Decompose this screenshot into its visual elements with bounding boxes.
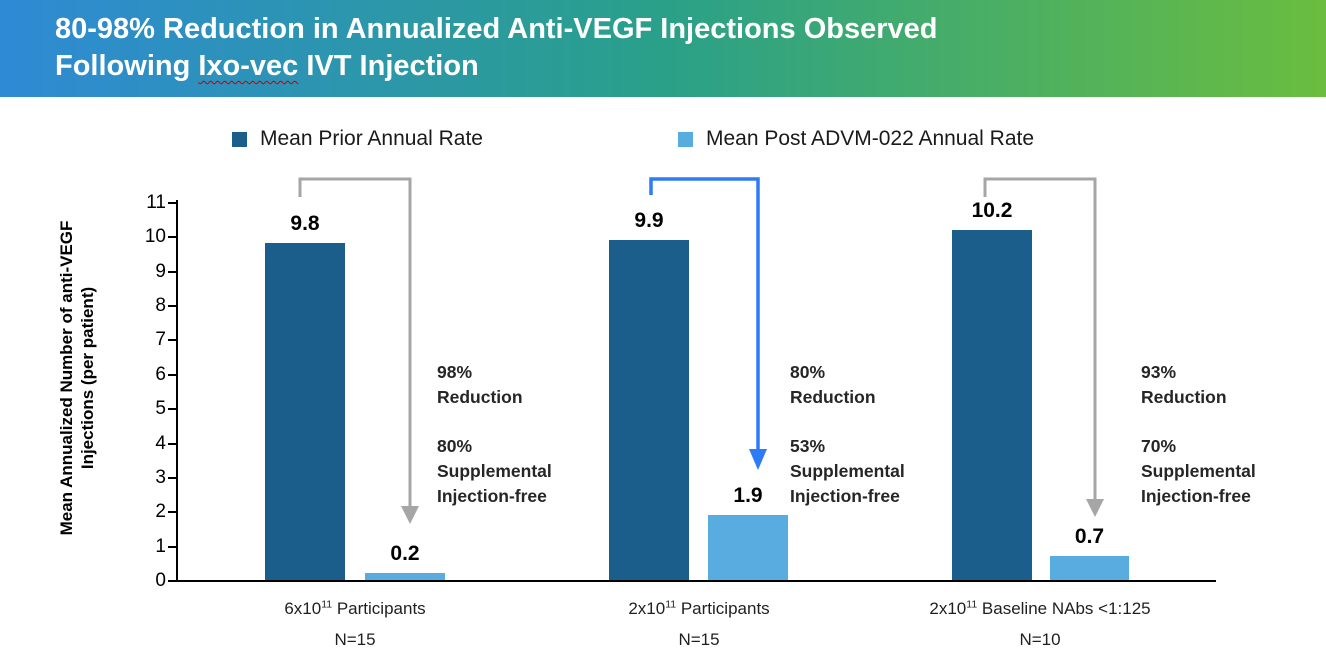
- category-base: 2x10: [929, 599, 967, 618]
- legend-swatch-prior-icon: [232, 131, 247, 147]
- reduction-word: Reduction: [790, 387, 876, 407]
- arrowhead-down-icon: [1086, 499, 1104, 517]
- category-rest: Participants: [332, 599, 426, 618]
- category-rest: Participants: [676, 599, 770, 618]
- supplemental-word2: Injection-free: [1141, 486, 1251, 506]
- slide-title-line2: Following Ixo-vec IVT Injection: [55, 48, 1306, 85]
- bar-group2-prior: 9.9: [609, 209, 689, 580]
- x-axis-label-group1: 6x1011 Participants N=15: [185, 599, 525, 650]
- y-axis-tick-labels: 11 10 9 8 7 6 5 4 3 2 1 0: [118, 191, 166, 592]
- reduction-word: Reduction: [1141, 387, 1227, 407]
- y-tick-label: 2: [155, 501, 166, 523]
- bar-prior: [265, 243, 345, 580]
- y-axis-title-line1: Mean Annualized Number of anti-VEGF: [57, 220, 76, 536]
- arrowhead-down-icon: [401, 506, 419, 524]
- supplemental-word1: Supplemental: [1141, 461, 1256, 481]
- sample-size-label: N=15: [678, 630, 720, 649]
- annotation-supplemental-group1: 80% Supplemental Injection-free: [437, 434, 552, 509]
- category-superscript: 11: [321, 598, 333, 611]
- bar-group1-prior: 9.8: [265, 212, 345, 580]
- reduction-pct: 93%: [1141, 362, 1177, 382]
- y-tick-label: 3: [155, 466, 166, 488]
- sample-size-label: N=10: [1019, 630, 1061, 649]
- sample-size-label: N=15: [334, 630, 376, 649]
- bar-value-label: 1.9: [733, 483, 763, 507]
- category-rest: Baseline NAbs <1:125: [977, 599, 1151, 618]
- y-tick-label: 9: [155, 260, 166, 282]
- bar-value-label: 9.8: [290, 212, 320, 236]
- category-label: 6x1011 Participants: [185, 599, 525, 619]
- legend-item-prior: Mean Prior Annual Rate: [232, 127, 483, 151]
- legend-label-prior: Mean Prior Annual Rate: [260, 127, 483, 150]
- annotation-reduction-group2: 80% Reduction: [790, 360, 876, 410]
- reduction-pct: 98%: [437, 362, 473, 382]
- title-misspelled-word: Ixo-vec: [198, 50, 299, 82]
- y-tick-label: 4: [155, 432, 166, 454]
- slide-header: 80-98% Reduction in Annualized Anti-VEGF…: [0, 0, 1326, 97]
- annotation-reduction-group1: 98% Reduction: [437, 360, 523, 410]
- y-tick-label: 7: [155, 329, 166, 351]
- supplemental-word2: Injection-free: [790, 486, 900, 506]
- bar-group2-post: 1.9: [708, 484, 788, 580]
- legend-swatch-post-icon: [678, 131, 693, 147]
- y-tick-label: 6: [155, 363, 166, 385]
- title-line2-after: IVT Injection: [298, 50, 479, 82]
- annotation-supplemental-group3: 70% Supplemental Injection-free: [1141, 434, 1256, 509]
- category-superscript: 11: [665, 598, 677, 611]
- x-axis-label-group2: 2x1011 Participants N=15: [529, 599, 869, 650]
- slide-title-line1: 80-98% Reduction in Annualized Anti-VEGF…: [55, 13, 938, 45]
- y-axis-title: Mean Annualized Number of anti-VEGF Inje…: [56, 178, 100, 578]
- bar-post: [708, 514, 788, 580]
- reduction-pct: 80%: [790, 362, 826, 382]
- bar-group3-post: 0.7: [1050, 525, 1129, 580]
- y-tick-label: 11: [146, 192, 166, 213]
- bar-value-label: 10.2: [971, 198, 1013, 222]
- legend-item-post: Mean Post ADVM-022 Annual Rate: [678, 127, 1034, 151]
- supplemental-word1: Supplemental: [790, 461, 905, 481]
- bar-value-label: 9.9: [634, 208, 664, 232]
- bar-value-label: 0.2: [390, 542, 420, 566]
- y-axis-title-line2: Injections (per patient): [78, 286, 97, 470]
- category-label: 2x1011 Participants: [529, 599, 869, 619]
- category-superscript: 11: [966, 598, 978, 611]
- legend-label-post: Mean Post ADVM-022 Annual Rate: [706, 127, 1035, 150]
- supplemental-word1: Supplemental: [437, 461, 552, 481]
- bar-group1-post: 0.2: [365, 542, 445, 580]
- category-label: 2x1011 Baseline NAbs <1:125: [870, 599, 1210, 619]
- x-axis-label-group3: 2x1011 Baseline NAbs <1:125 N=10: [870, 599, 1210, 650]
- y-axis-tick-marks: [168, 202, 176, 582]
- category-base: 6x10: [284, 599, 322, 618]
- annotation-reduction-group3: 93% Reduction: [1141, 360, 1227, 410]
- bar-post: [365, 573, 445, 580]
- y-tick-label: 8: [155, 295, 166, 317]
- y-axis-line: [176, 200, 178, 582]
- bar-post: [1050, 555, 1129, 580]
- y-tick-label: 5: [155, 398, 166, 420]
- y-tick-label: 0: [155, 569, 166, 591]
- title-line2-before: Following: [55, 50, 199, 82]
- y-tick-label: 10: [144, 226, 166, 248]
- x-axis-line: [176, 580, 1216, 582]
- supplemental-pct: 70%: [1141, 436, 1177, 456]
- bar-group3-prior: 10.2: [952, 198, 1032, 580]
- reduction-word: Reduction: [437, 387, 523, 407]
- bar-prior: [609, 239, 689, 580]
- bar-prior: [952, 229, 1032, 580]
- arrowhead-down-icon: [749, 449, 767, 470]
- category-base: 2x10: [628, 599, 666, 618]
- supplemental-word2: Injection-free: [437, 486, 547, 506]
- y-tick-label: 1: [155, 535, 166, 557]
- supplemental-pct: 53%: [790, 436, 826, 456]
- annotation-supplemental-group2: 53% Supplemental Injection-free: [790, 434, 905, 509]
- bar-value-label: 0.7: [1074, 524, 1105, 548]
- supplemental-pct: 80%: [437, 436, 473, 456]
